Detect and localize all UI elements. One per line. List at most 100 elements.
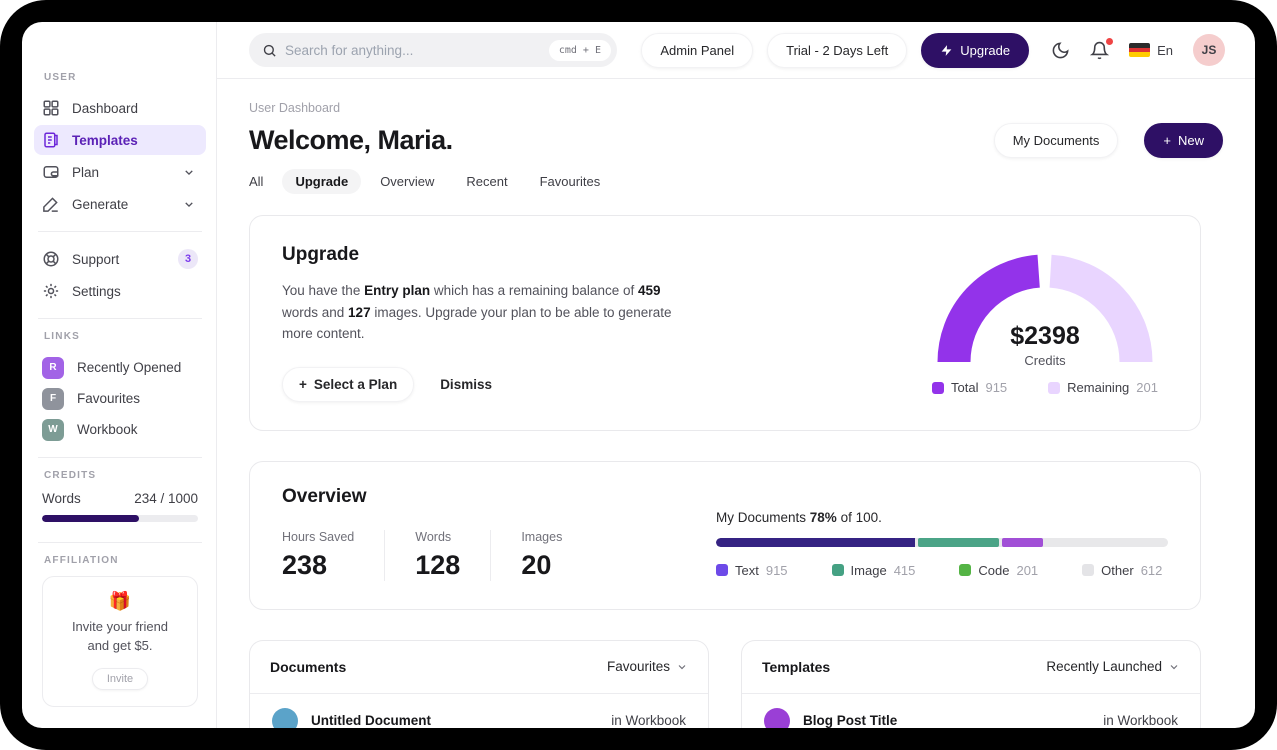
legend-swatch xyxy=(716,564,728,577)
upgrade-card-body: You have the Entry plan which has a rema… xyxy=(282,283,672,342)
templates-icon xyxy=(44,132,58,148)
template-title: Blog Post Title xyxy=(803,713,898,728)
moon-icon xyxy=(1052,41,1069,58)
page-title: Welcome, Maria. xyxy=(249,125,453,155)
bar-seg-1 xyxy=(917,537,1000,547)
documents-progress-caption: My Documents 78% of 100. xyxy=(716,509,882,525)
documents-filter-dropdown[interactable]: Favourites xyxy=(607,659,688,674)
document-location: in Workbook xyxy=(611,713,686,728)
credits-value: 234 / 1000 xyxy=(134,491,198,506)
tab-favourites[interactable]: Favourites xyxy=(539,174,601,189)
overview-legend: Text 915 Image 415 Code 20 xyxy=(716,563,1168,578)
topbar: cmd + E Admin Panel Trial - 2 Days Left … xyxy=(217,22,1255,79)
search-input[interactable] xyxy=(285,42,541,58)
sidebar-item-plan[interactable]: Plan xyxy=(34,157,206,187)
new-button[interactable]: + New xyxy=(1144,123,1223,158)
legend-item-total: Total 915 xyxy=(932,380,1007,395)
tab-recent[interactable]: Recent xyxy=(466,174,508,189)
templates-card-title: Templates xyxy=(762,658,831,675)
tab-upgrade[interactable]: Upgrade xyxy=(282,169,362,194)
gauge-chart xyxy=(937,254,1153,363)
admin-panel-button[interactable]: Admin Panel xyxy=(641,32,754,68)
sidebar-item-settings[interactable]: Settings xyxy=(34,276,206,306)
search-bar[interactable]: cmd + E xyxy=(249,33,617,67)
document-avatar xyxy=(272,707,298,728)
notifications-button[interactable] xyxy=(1090,37,1114,60)
legend-item-code: Code 201 xyxy=(959,563,1038,578)
sidebar-link-workbook[interactable]: W Workbook xyxy=(42,414,198,445)
language-selector[interactable]: En xyxy=(1129,43,1173,58)
link-initial-badge: W xyxy=(42,418,64,441)
template-location: in Workbook xyxy=(1103,713,1178,728)
chevron-down-icon xyxy=(185,169,193,175)
dark-mode-toggle[interactable] xyxy=(1051,41,1070,60)
sidebar-item-dashboard[interactable]: Dashboard xyxy=(34,93,206,123)
gauge-total-arc xyxy=(937,254,1041,363)
section-label-credits: CREDITS xyxy=(44,470,97,481)
upgrade-card-title: Upgrade xyxy=(282,244,360,265)
sidebar-item-templates[interactable]: Templates xyxy=(34,125,206,155)
main-area: cmd + E Admin Panel Trial - 2 Days Left … xyxy=(217,22,1255,728)
link-initial-badge: F xyxy=(42,387,64,410)
sidebar-divider xyxy=(38,318,202,319)
credits-label: Words xyxy=(42,491,81,506)
stat-images: Images 20 xyxy=(490,529,592,581)
templates-filter-dropdown[interactable]: Recently Launched xyxy=(1046,659,1180,674)
gear-icon xyxy=(43,283,59,299)
sidebar-item-label: Dashboard xyxy=(72,100,139,116)
legend-swatch xyxy=(1048,381,1061,394)
chevron-down-icon xyxy=(1170,664,1178,670)
tab-overview[interactable]: Overview xyxy=(380,174,435,189)
language-code: En xyxy=(1157,42,1173,58)
sidebar-item-generate[interactable]: Generate xyxy=(34,189,206,219)
document-list-item[interactable]: Untitled Document in Workbook xyxy=(270,694,688,728)
chevron-down-icon xyxy=(678,664,686,670)
grid-icon xyxy=(43,100,59,116)
legend-swatch xyxy=(959,564,972,577)
document-title: Untitled Document xyxy=(311,713,431,728)
overview-card-left: Overview Hours Saved 238 Words 128 xyxy=(282,486,592,581)
section-label-links: LINKS xyxy=(44,331,80,342)
template-list-item[interactable]: Blog Post Title in Workbook xyxy=(762,694,1180,728)
my-documents-button[interactable]: My Documents xyxy=(993,123,1119,158)
templates-card: Templates Recently Launched Blog Post Ti… xyxy=(741,639,1201,728)
overview-card-title: Overview xyxy=(282,485,367,507)
breadcrumb: User Dashboard xyxy=(249,101,341,115)
legend-item-text: Text 915 xyxy=(716,563,788,578)
sidebar-item-label: Settings xyxy=(72,283,121,299)
avatar[interactable]: JS xyxy=(1193,34,1225,66)
select-plan-button[interactable]: + Select a Plan xyxy=(282,366,415,402)
section-label-user: USER xyxy=(44,72,77,83)
bell-icon xyxy=(1090,41,1110,59)
gauge-remaining-arc xyxy=(1048,254,1153,363)
trial-status-button[interactable]: Trial - 2 Days Left xyxy=(767,32,908,68)
link-label: Favourites xyxy=(77,391,141,406)
sidebar-divider xyxy=(38,457,202,458)
invite-button[interactable]: Invite xyxy=(91,667,149,690)
sidebar-divider xyxy=(38,542,202,543)
sidebar: USER Dashboard Templates Plan Generate xyxy=(22,22,217,728)
sidebar-link-recently-opened[interactable]: R Recently Opened xyxy=(42,352,198,383)
plan-icon xyxy=(43,166,59,178)
sidebar-item-label: Plan xyxy=(72,164,100,180)
tab-all[interactable]: All xyxy=(249,174,264,189)
upgrade-button[interactable]: Upgrade xyxy=(921,32,1030,68)
app-window: USER Dashboard Templates Plan Generate xyxy=(22,22,1255,728)
upgrade-card: Upgrade You have the Entry plan which ha… xyxy=(249,215,1201,431)
list-divider xyxy=(250,692,708,694)
tab-bar: All Upgrade Overview Recent Favourites xyxy=(249,169,1201,194)
sidebar-link-favourites[interactable]: F Favourites xyxy=(42,383,198,414)
plus-icon: + xyxy=(1163,133,1171,148)
german-flag-icon xyxy=(1129,43,1151,57)
bar-seg-0 xyxy=(716,537,915,547)
search-icon xyxy=(263,44,276,57)
affiliation-text: Invite your friend and get $5. xyxy=(71,619,169,653)
dismiss-button[interactable]: Dismiss xyxy=(440,376,492,392)
plus-icon: + xyxy=(299,376,307,392)
overview-stats: Hours Saved 238 Words 128 Images 20 xyxy=(282,529,592,581)
template-avatar xyxy=(764,707,790,728)
upgrade-card-left: Upgrade You have the Entry plan which ha… xyxy=(282,244,682,402)
gauge-center-value: $2398 xyxy=(1010,322,1080,350)
sidebar-item-support[interactable]: Support 3 xyxy=(34,244,206,274)
